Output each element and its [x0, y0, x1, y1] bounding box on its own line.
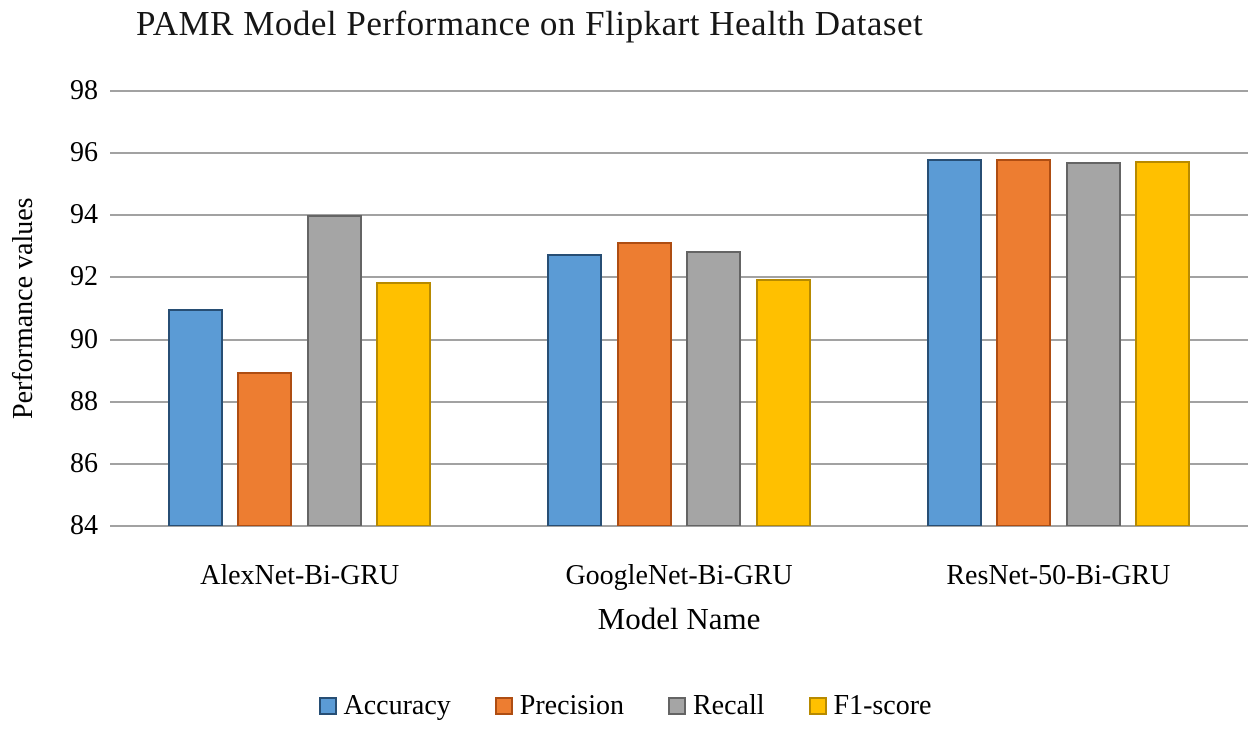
x-category-label-alexnet-bi-gru: AlexNet-Bi-GRU	[200, 560, 400, 591]
legend-item-recall: Recall	[667, 690, 765, 722]
bar-f1-score-resnet-50-bi-gru	[1135, 160, 1191, 526]
gridline-98	[110, 90, 1248, 92]
y-tick-label-88: 88	[70, 385, 98, 417]
plot-area	[110, 90, 1248, 527]
y-tick-label-98: 98	[70, 75, 98, 106]
legend: Accuracy Precision Recall F1-score	[0, 690, 1250, 722]
gridline-92	[110, 276, 1248, 279]
y-tick-label-94: 94	[70, 199, 98, 231]
x-category-label-resnet-50-bi-gru: ResNet-50-Bi-GRU	[946, 560, 1171, 591]
x-axis-tick-labels: AlexNet-Bi-GRU GoogleNet-Bi-GRU ResNet-50-…	[110, 560, 1248, 596]
y-tick-label-92: 92	[70, 261, 98, 293]
legend-swatch-accuracy	[318, 697, 337, 715]
gridline-96	[110, 152, 1248, 155]
bar-f1-score-googlenet-bi-gru	[755, 278, 811, 526]
bar-recall-resnet-50-bi-gru	[1065, 162, 1121, 526]
chart-title: PAMR Model Performance on Flipkart Healt…	[136, 4, 924, 43]
gridline-88	[110, 400, 1248, 403]
bar-accuracy-resnet-50-bi-gru	[926, 159, 982, 526]
bar-precision-googlenet-bi-gru	[616, 241, 672, 526]
bar-f1-score-alexnet-bi-gru	[376, 282, 432, 526]
bar-recall-alexnet-bi-gru	[306, 215, 362, 526]
legend-item-precision: Precision	[494, 690, 624, 722]
gridline-94	[110, 214, 1248, 217]
bar-precision-alexnet-bi-gru	[237, 372, 293, 526]
legend-item-accuracy: Accuracy	[318, 690, 451, 722]
gridline-90	[110, 338, 1248, 341]
legend-label-precision: Precision	[519, 690, 624, 721]
legend-item-f1-score: F1-score	[808, 690, 932, 722]
legend-swatch-precision	[494, 697, 513, 715]
y-tick-label-96: 96	[70, 137, 98, 169]
y-tick-label-84: 84	[70, 510, 98, 541]
y-tick-label-90: 90	[70, 323, 98, 355]
y-tick-label-86: 86	[70, 447, 98, 479]
bar-precision-resnet-50-bi-gru	[996, 159, 1052, 526]
bar-recall-googlenet-bi-gru	[686, 251, 742, 526]
legend-swatch-recall	[667, 697, 686, 715]
legend-label-recall: Recall	[692, 690, 765, 721]
legend-label-f1-score: F1-score	[833, 690, 932, 721]
gridline-84	[110, 525, 1248, 527]
x-category-label-googlenet-bi-gru: GoogleNet-Bi-GRU	[565, 560, 793, 591]
y-axis-tick-labels: 84 86 88 90 92 94 96 98	[36, 76, 98, 541]
gridline-86	[110, 462, 1248, 465]
x-axis-title: Model Name	[597, 601, 761, 636]
bar-accuracy-alexnet-bi-gru	[167, 308, 223, 526]
bar-accuracy-googlenet-bi-gru	[547, 254, 603, 526]
legend-swatch-f1-score	[808, 697, 827, 715]
legend-label-accuracy: Accuracy	[343, 690, 451, 721]
